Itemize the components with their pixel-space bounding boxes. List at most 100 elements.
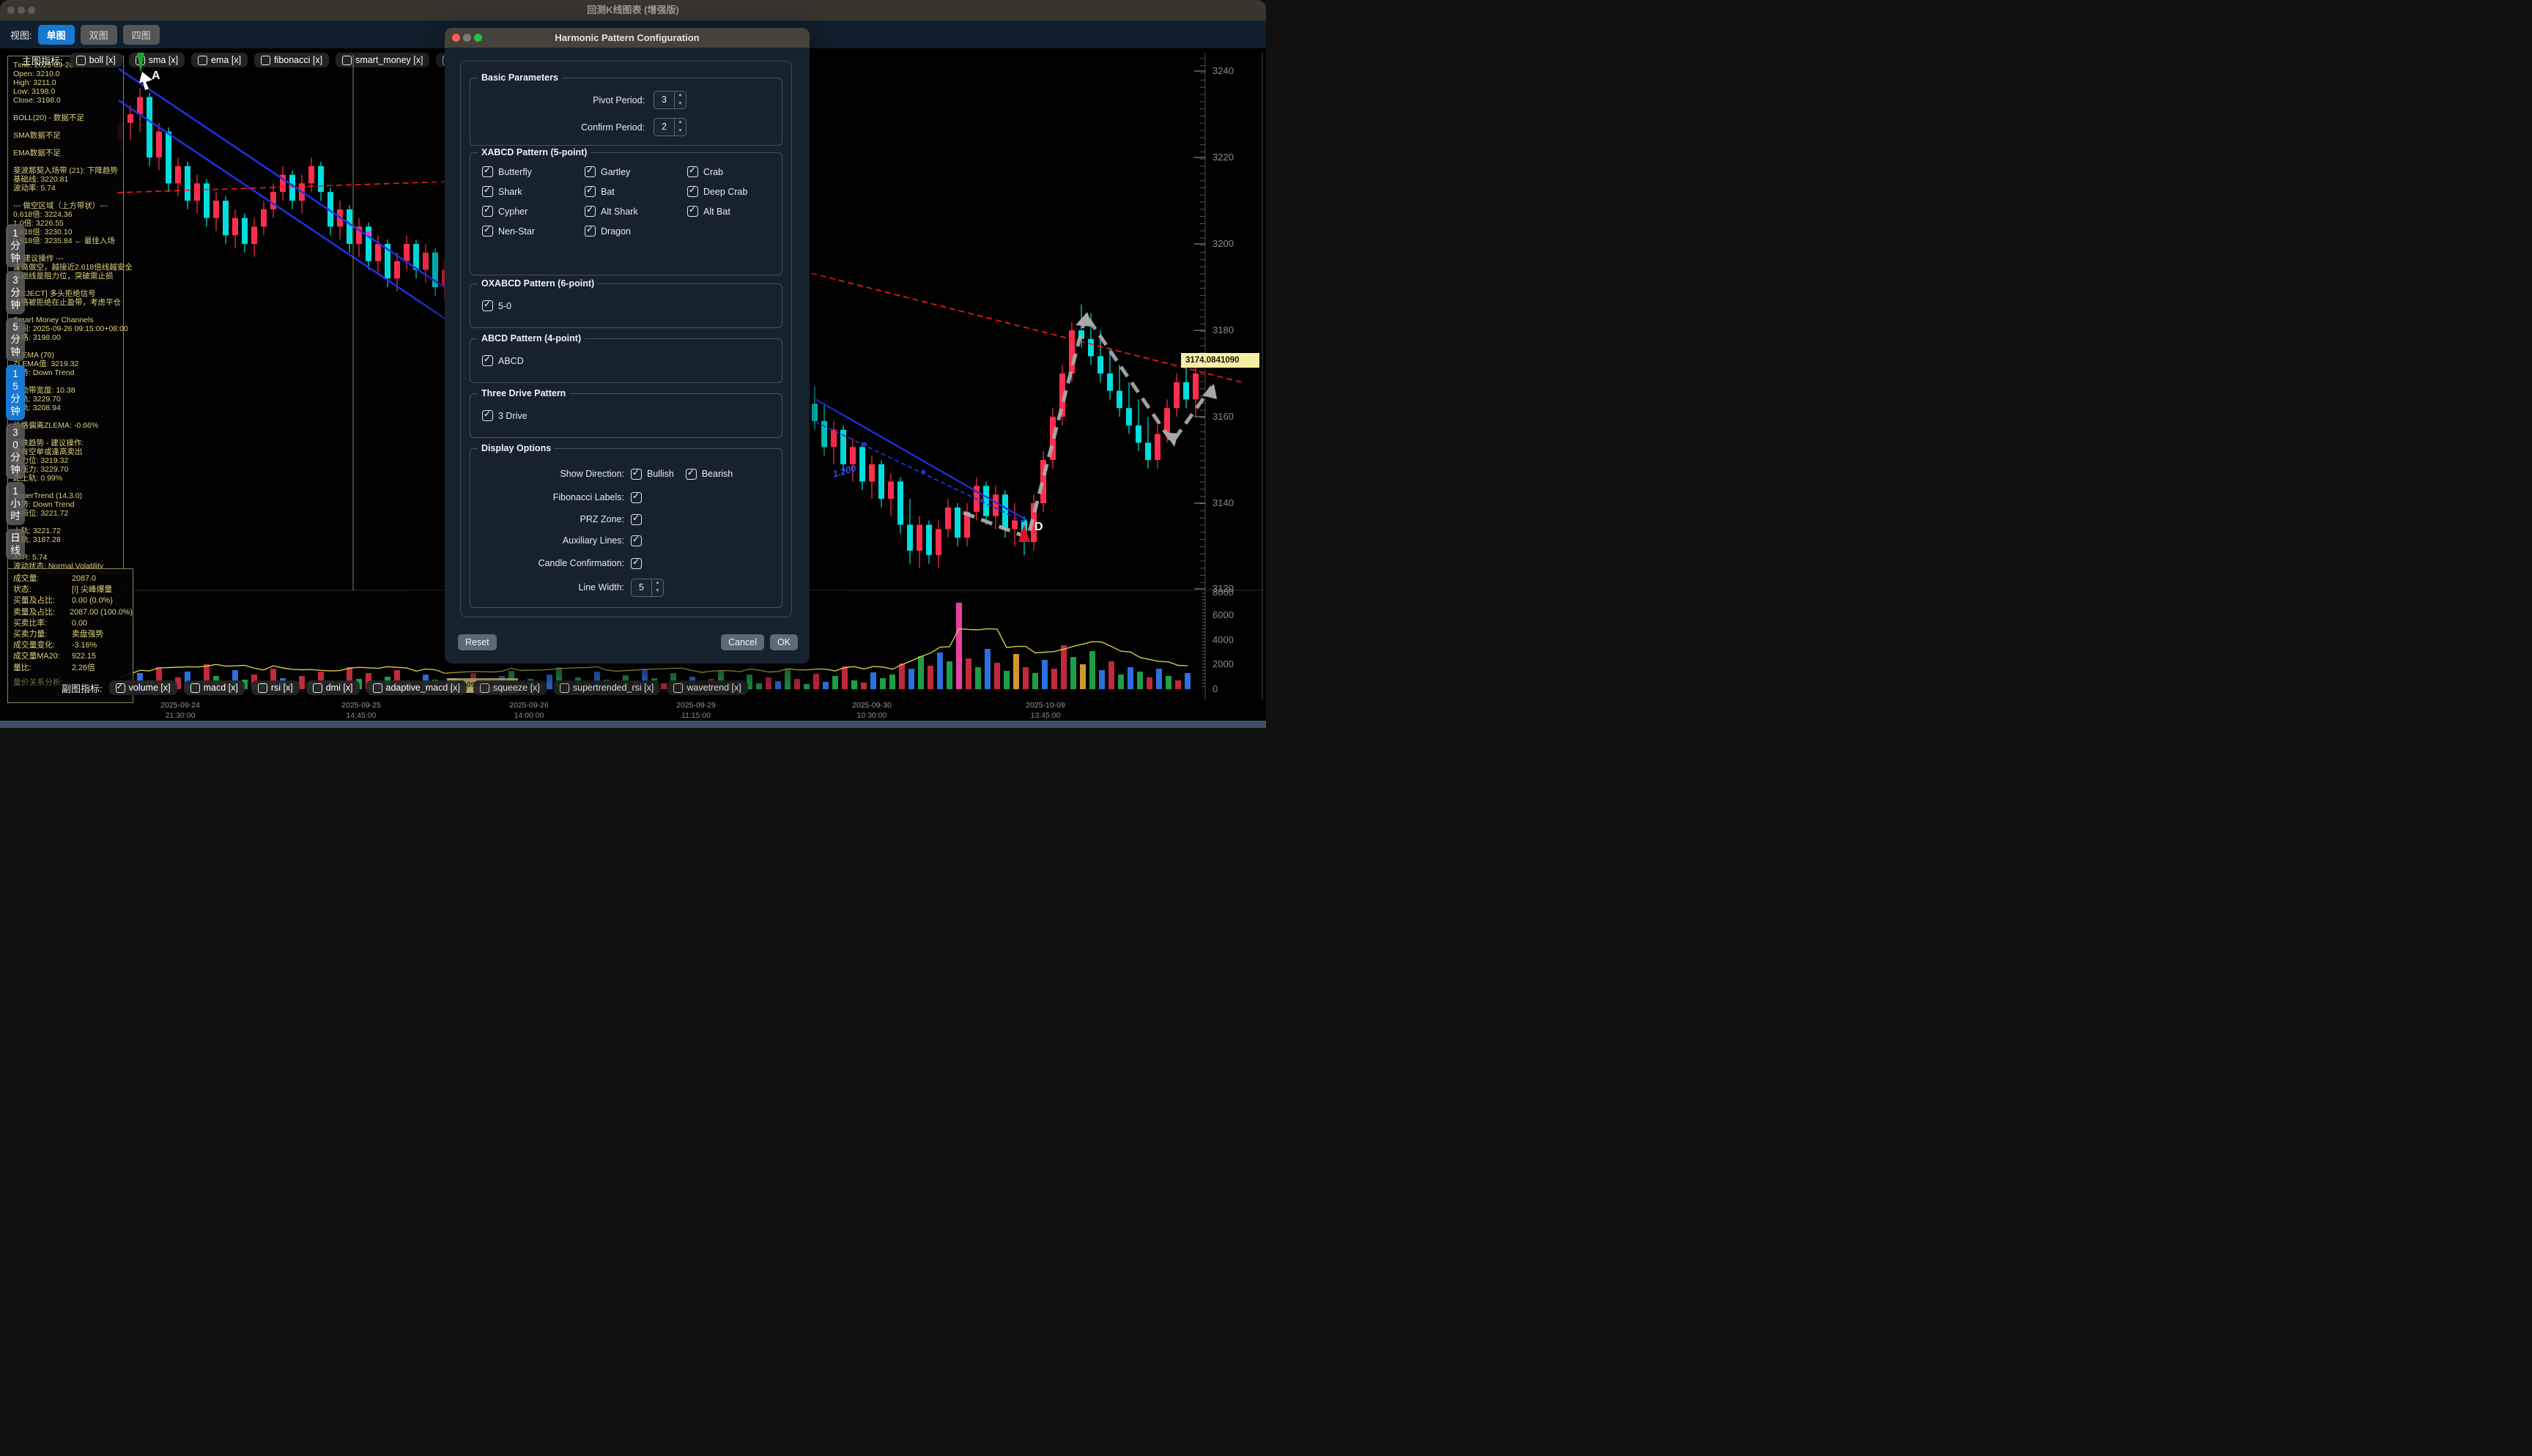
checked-checkbox-icon[interactable]: [482, 165, 493, 177]
sub-indicator-toggle-dmi[interactable]: dmi [x]: [306, 680, 360, 695]
svg-text:3200: 3200: [1213, 238, 1234, 249]
pattern-checkbox-bearish[interactable]: Bearish: [685, 467, 733, 480]
checked-checkbox-icon[interactable]: [631, 534, 642, 546]
volume-info-value: 2087.0: [72, 574, 97, 583]
pattern-checkbox-butterfly[interactable]: Butterfly: [482, 165, 585, 177]
main-indicator-toggle-boll[interactable]: boll [x]: [69, 53, 122, 67]
pattern-checkbox-alt-bat[interactable]: Alt Bat: [687, 204, 782, 217]
step-down-icon[interactable]: ▼: [678, 127, 683, 133]
main-indicator-toggle-fibonacci[interactable]: fibonacci [x]: [254, 53, 330, 67]
pivot-period-stepper[interactable]: 3 ▲ ▼: [654, 91, 686, 109]
reset-button[interactable]: Reset: [458, 634, 497, 650]
view-single-button[interactable]: 单图: [37, 24, 75, 45]
confirm-period-stepper[interactable]: 2 ▲ ▼: [654, 118, 686, 136]
window-close-button[interactable]: [7, 7, 15, 14]
line-width-stepper[interactable]: 5 ▲ ▼: [631, 578, 664, 597]
info-line: 压力位: 3219.32: [13, 456, 69, 465]
pattern-checkbox-abcd[interactable]: ABCD: [482, 354, 782, 366]
unchecked-checkbox-icon[interactable]: [135, 55, 145, 65]
checked-checkbox-icon[interactable]: [482, 409, 493, 421]
unchecked-checkbox-icon[interactable]: [312, 683, 322, 693]
checked-checkbox-icon[interactable]: [482, 204, 493, 217]
step-up-icon[interactable]: ▲: [678, 119, 683, 125]
sub-indicator-toggle-supertrended_rsi[interactable]: supertrended_rsi [x]: [552, 680, 661, 695]
checked-checkbox-icon[interactable]: [631, 491, 642, 503]
unchecked-checkbox-icon[interactable]: [261, 55, 271, 65]
pattern-checkbox-bullish[interactable]: Bullish: [631, 467, 674, 480]
pattern-checkbox-crab[interactable]: Crab: [687, 165, 782, 177]
step-up-icon[interactable]: ▲: [655, 579, 660, 585]
dialog-close-button[interactable]: [452, 34, 460, 42]
pattern-checkbox-deep-crab[interactable]: Deep Crab: [687, 185, 782, 197]
pattern-checkbox-nen-star[interactable]: Nen-Star: [482, 224, 585, 237]
checked-checkbox-icon[interactable]: [585, 204, 596, 217]
unchecked-checkbox-icon[interactable]: [198, 55, 208, 65]
checked-checkbox-icon[interactable]: [631, 467, 642, 480]
checked-checkbox-icon[interactable]: [482, 185, 493, 197]
info-line: Smart Money Channels: [13, 316, 94, 324]
checked-checkbox-icon[interactable]: [687, 165, 698, 177]
checked-checkbox-icon[interactable]: [685, 467, 697, 480]
pattern-checkbox-5-0[interactable]: 5-0: [482, 299, 782, 311]
pattern-checkbox-cypher[interactable]: Cypher: [482, 204, 585, 217]
unchecked-checkbox-icon[interactable]: [559, 683, 569, 693]
timeframe-button-日线[interactable]: 日线: [6, 529, 25, 560]
ok-button[interactable]: OK: [769, 634, 798, 650]
unchecked-checkbox-icon[interactable]: [673, 683, 684, 693]
info-line: Close: 3198.0: [13, 96, 61, 105]
unchecked-checkbox-icon[interactable]: [479, 683, 489, 693]
volume-info-value: 2.26倍: [72, 663, 95, 672]
pattern-checkbox-bat[interactable]: Bat: [585, 185, 687, 197]
pattern-checkbox-3-drive[interactable]: 3 Drive: [482, 409, 782, 421]
checked-checkbox-icon[interactable]: [482, 224, 493, 237]
pattern-checkbox-alt-shark[interactable]: Alt Shark: [585, 204, 687, 217]
main-indicator-toggle-sma[interactable]: sma [x]: [128, 53, 185, 67]
checked-checkbox-icon[interactable]: [631, 557, 642, 569]
pattern-checkbox-gartley[interactable]: Gartley: [585, 165, 687, 177]
dialog-zoom-button[interactable]: [474, 34, 482, 42]
window-zoom-button[interactable]: [28, 7, 35, 14]
cancel-button[interactable]: Cancel: [721, 634, 764, 650]
sub-indicator-toggle-macd[interactable]: macd [x]: [183, 680, 245, 695]
main-indicator-toggle-smart_money[interactable]: smart_money [x]: [336, 53, 430, 67]
pattern-checkbox-dragon[interactable]: Dragon: [585, 224, 687, 237]
unchecked-checkbox-icon[interactable]: [372, 683, 382, 693]
view-quad-button[interactable]: 四图: [122, 24, 160, 45]
checked-checkbox-icon[interactable]: [585, 185, 596, 197]
sub-indicator-toggle-adaptive_macd[interactable]: adaptive_macd [x]: [366, 680, 467, 695]
info-line: [REJECT] 多头拒绝信号: [13, 289, 96, 298]
step-down-icon[interactable]: ▼: [678, 100, 683, 106]
main-indicator-toggle-ema[interactable]: ema [x]: [191, 53, 248, 67]
checked-checkbox-icon[interactable]: [482, 299, 493, 311]
checked-checkbox-icon[interactable]: [482, 354, 493, 366]
unchecked-checkbox-icon[interactable]: [190, 683, 200, 693]
pattern-checkbox-shark[interactable]: Shark: [482, 185, 585, 197]
sub-indicator-toggle-wavetrend[interactable]: wavetrend [x]: [667, 680, 748, 695]
checked-checkbox-icon[interactable]: [115, 682, 125, 693]
unchecked-checkbox-icon[interactable]: [257, 683, 267, 693]
checked-checkbox-icon[interactable]: [687, 204, 698, 217]
sub-indicator-toggle-rsi[interactable]: rsi [x]: [251, 680, 300, 695]
step-up-icon[interactable]: ▲: [678, 92, 683, 97]
checked-checkbox-icon[interactable]: [585, 224, 596, 237]
indicator-chip-label: wavetrend [x]: [686, 683, 741, 693]
checked-checkbox-icon[interactable]: [687, 185, 698, 197]
step-down-icon[interactable]: ▼: [655, 588, 660, 593]
horizontal-scrollbar[interactable]: [0, 721, 1266, 728]
checked-checkbox-icon[interactable]: [585, 165, 596, 177]
unchecked-checkbox-icon[interactable]: [342, 55, 352, 65]
sub-indicator-toggle-volume[interactable]: volume [x]: [108, 680, 177, 695]
dialog-minimize-button[interactable]: [463, 34, 471, 42]
view-double-button[interactable]: 双图: [80, 24, 117, 45]
sub-indicator-toggle-squeeze[interactable]: squeeze [x]: [473, 680, 547, 695]
window-minimize-button[interactable]: [18, 7, 25, 14]
checked-checkbox-icon[interactable]: [631, 513, 642, 525]
pivot-period-label: Pivot Period:: [593, 94, 645, 105]
unchecked-checkbox-icon[interactable]: [75, 55, 86, 65]
